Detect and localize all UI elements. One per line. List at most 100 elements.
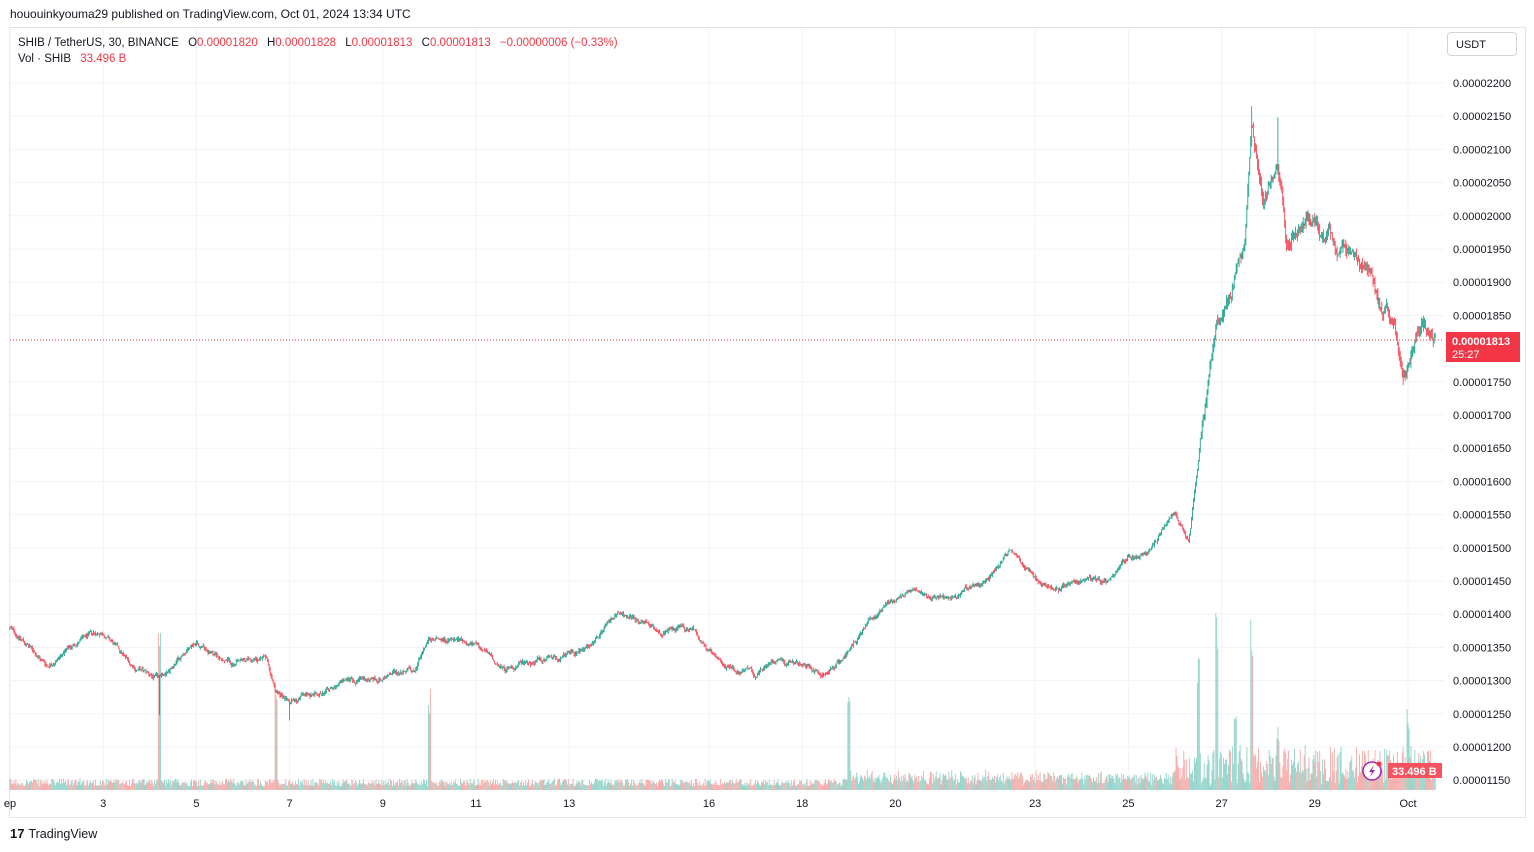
volume-bar: [528, 779, 529, 790]
volume-bar: [1431, 769, 1433, 790]
volume-bar: [1332, 770, 1334, 790]
volume-bar: [1291, 759, 1292, 790]
volume-bar: [761, 782, 763, 790]
volume-bar: [433, 782, 435, 790]
volume-bar: [1167, 774, 1169, 790]
volume-bar: [329, 783, 330, 790]
volume-bar: [245, 779, 247, 790]
volume-bar: [1025, 781, 1026, 790]
volume-bar: [1000, 781, 1002, 790]
y-tick-label: 0.00002000: [1453, 211, 1511, 223]
volume-bar: [860, 776, 861, 790]
volume-bar: [1054, 776, 1056, 790]
volume-bar: [664, 779, 666, 790]
volume-bar: [318, 785, 320, 790]
volume-bar: [1148, 781, 1150, 790]
volume-bar: [550, 783, 552, 790]
volume-bar: [1090, 777, 1092, 790]
volume-bar: [75, 780, 77, 790]
volume-bar: [543, 778, 545, 790]
volume-bar: [62, 778, 64, 790]
volume-bar: [264, 780, 266, 790]
volume-bar: [824, 782, 826, 790]
volume-bar: [608, 781, 610, 790]
volume-bar: [1238, 751, 1240, 790]
volume-bar: [972, 783, 974, 790]
volume-bar: [1425, 776, 1426, 790]
volume-bar: [744, 782, 746, 790]
volume-bar: [1277, 727, 1279, 790]
volume-bar: [770, 783, 772, 790]
volume-bar: [273, 779, 275, 790]
volume-bar: [1271, 757, 1273, 790]
volume-bar: [920, 780, 922, 790]
volume-bar: [406, 778, 408, 790]
chart-legend: SHIB / TetherUS, 30, BINANCE O0.00001820…: [18, 35, 624, 67]
volume-bar: [604, 778, 606, 790]
lightning-icon[interactable]: [1362, 761, 1382, 781]
volume-bar: [1067, 773, 1069, 790]
volume-bar: [505, 780, 507, 790]
volume-bar: [129, 786, 131, 790]
volume-bar: [1188, 778, 1190, 790]
volume-bar: [642, 782, 644, 790]
volume-bar: [950, 776, 952, 790]
volume-bar: [636, 785, 638, 790]
volume-bar: [675, 783, 677, 790]
volume-bar: [846, 779, 848, 790]
volume-bar: [609, 783, 611, 790]
volume-bar: [156, 780, 158, 790]
volume-bar: [988, 772, 990, 790]
volume-bar: [191, 779, 193, 790]
volume-bar: [1310, 773, 1312, 790]
volume-bar: [239, 782, 241, 790]
currency-button[interactable]: USDT: [1447, 32, 1517, 56]
volume-bar: [674, 779, 676, 790]
volume-label[interactable]: Vol · SHIB: [18, 53, 72, 65]
volume-bar: [1171, 776, 1173, 790]
volume-bar: [115, 778, 117, 790]
symbol-title[interactable]: SHIB / TetherUS, 30, BINANCE: [18, 37, 179, 49]
volume-bar: [1001, 781, 1003, 790]
volume-bar: [803, 783, 805, 790]
volume-bar: [1116, 776, 1118, 790]
volume-bar: [1417, 772, 1419, 790]
volume-bar: [882, 777, 884, 790]
volume-bar: [268, 779, 270, 790]
volume-bar: [894, 774, 895, 790]
volume-bar: [46, 779, 48, 790]
volume-bar: [480, 784, 482, 790]
volume-bar: [409, 786, 411, 790]
volume-bar: [152, 782, 154, 790]
volume-bar: [417, 783, 419, 790]
volume-bar: [1261, 771, 1262, 790]
volume-bar: [952, 776, 954, 790]
volume-bar: [931, 783, 933, 790]
volume-bar: [140, 783, 142, 790]
volume-bar: [492, 782, 494, 790]
volume-bar: [892, 784, 893, 790]
x-tick-label: 18: [796, 798, 808, 810]
volume-bar: [413, 782, 415, 790]
volume-bar: [311, 786, 313, 790]
x-tick-label: 23: [1029, 798, 1041, 810]
volume-bar: [363, 783, 365, 790]
volume-bar: [79, 778, 81, 790]
volume-bar: [1175, 747, 1177, 790]
volume-bar: [698, 781, 700, 790]
volume-bar: [1297, 761, 1299, 790]
y-tick-label: 0.00001900: [1453, 277, 1511, 289]
brand-name: TradingView: [28, 826, 98, 841]
volume-bar: [1098, 782, 1100, 790]
volume-bar: [29, 782, 30, 790]
volume-bar: [697, 785, 699, 790]
volume-bar: [944, 776, 946, 790]
volume-bar: [761, 781, 762, 790]
volume-bar: [300, 783, 302, 790]
volume-bar: [1080, 778, 1082, 790]
volume-bar: [168, 782, 170, 790]
volume-bar: [1023, 784, 1025, 790]
volume-bar: [522, 785, 524, 790]
volume-bar: [470, 782, 472, 790]
